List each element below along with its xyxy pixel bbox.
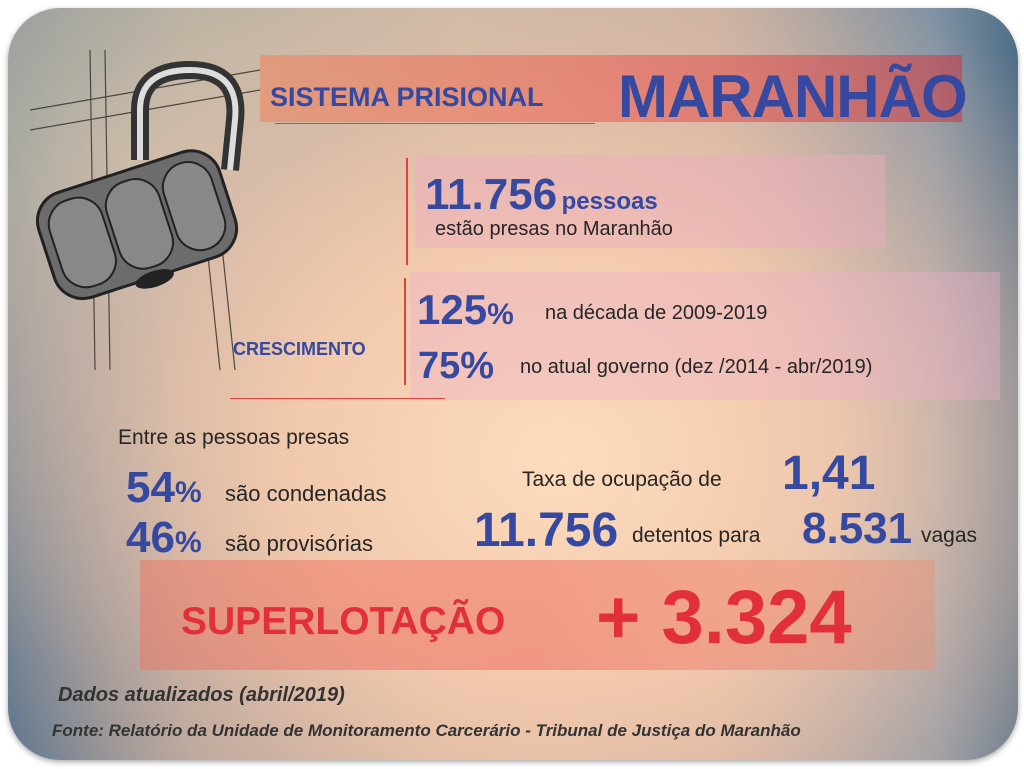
source-note: Fonte: Relatório da Unidade de Monitoram… [52,721,801,740]
status-text: são condenadas [225,481,387,506]
growth-item: 125% [417,286,514,334]
status-value: 46 [126,513,175,562]
padlock-icon [30,50,261,371]
growth-band [410,272,1000,400]
title-band [260,55,962,122]
status-pct: % [174,526,202,559]
page-title: MARANHÃO [618,63,968,130]
detainees-value: 11.756 [474,504,619,557]
slots-value: 8.531 [802,504,913,553]
status-value: 54 [126,463,175,512]
growth-pct: % [487,298,514,331]
growth-text: na década de 2009-2019 [545,302,768,324]
status-item: 46% [126,513,202,563]
divider [404,278,406,385]
status-pct: % [174,476,202,509]
growth-value: 75% [418,345,495,387]
status-text: são provisórias [225,531,373,556]
growth-item: 75% [418,345,494,388]
divider [230,398,445,399]
population-value: 11.756 [425,170,558,219]
infographic-card [8,8,1018,760]
overcrowding-band [140,560,935,670]
population-unit: pessoas [561,188,658,215]
population-stat: 11.756 pessoas [425,170,658,220]
occupancy-rate: 1,41 [782,447,876,500]
population-caption: estão presas no Maranhão [435,218,673,240]
subtitle: SISTEMA PRISIONAL [270,82,544,112]
divider [406,158,408,265]
divider [275,123,595,124]
updated-note: Dados atualizados (abril/2019) [58,684,345,706]
status-item: 54% [126,463,202,513]
growth-value: 125 [417,286,488,333]
overcrowding-label: SUPERLOTAÇÃO [181,600,506,643]
slots-label: vagas [921,524,978,547]
growth-text: no atual governo (dez /2014 - abr/2019) [520,356,873,378]
status-intro: Entre as pessoas presas [118,426,350,449]
occupancy-label: Taxa de ocupação de [522,468,722,491]
detainees-label: detentos para [632,524,761,547]
growth-label: CRESCIMENTO [233,339,366,359]
overcrowding-value: + 3.324 [596,575,852,660]
population-band [415,155,885,248]
